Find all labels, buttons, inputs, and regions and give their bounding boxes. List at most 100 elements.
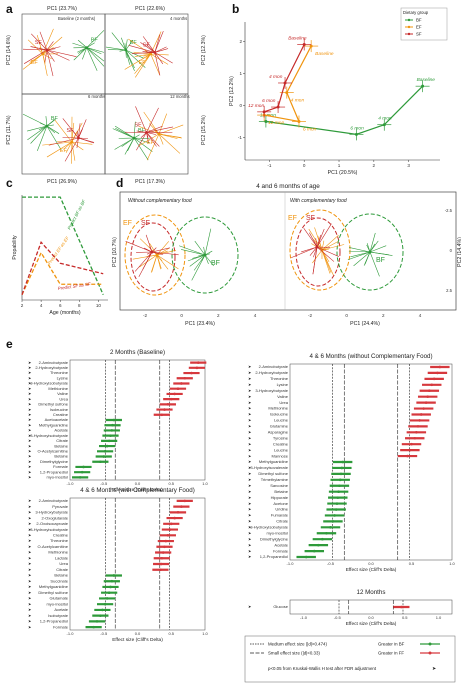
d-star-ray	[321, 249, 334, 276]
e-significance-marker: ➤	[248, 548, 252, 553]
e-significance-marker: ➤	[248, 495, 252, 500]
a-star-ray	[22, 48, 47, 51]
e-metabolite-label: 3-Hydroxyisobutyrate	[30, 433, 69, 438]
d-star-ray	[314, 227, 323, 251]
a-star-ray	[54, 119, 73, 143]
panel-e-group: 2 Months (Baseline)2-Aminobutyrate➤2-Hyd…	[28, 349, 456, 683]
d-title: 4 and 6 months of age	[256, 183, 320, 190]
a-star-ray	[134, 53, 151, 57]
b-x-tick-label: 0	[303, 163, 306, 168]
e-metabolite-label: Urea	[59, 396, 68, 401]
d-star-ray	[312, 249, 323, 264]
d-star-ray	[316, 223, 332, 248]
e-significance-marker: ➤	[28, 381, 32, 386]
a-star-ray	[30, 46, 47, 51]
a-subplot-frame	[104, 13, 189, 95]
d-x-tick-label: 2	[382, 313, 385, 318]
e-x-tick-label: 1.0	[202, 631, 208, 636]
e-metabolite-label: 2-Aminobutyrate	[39, 360, 69, 365]
e-metabolite-label: myo-Inositol	[46, 601, 68, 606]
a-top-xlabel-2: PC1 (22.6%)	[135, 6, 165, 12]
e-x-tick-label: 0.0	[135, 631, 141, 636]
d-star-ray	[309, 246, 318, 256]
b-point-label: 6 mon	[303, 126, 317, 132]
e-effect-point	[341, 460, 344, 464]
a-star-ray	[158, 133, 164, 145]
e-legend-note: p<0.05 from Kruskal-Wallis H test after …	[268, 666, 377, 671]
e-significance-marker: ➤	[28, 412, 32, 417]
e-effect-point	[169, 522, 173, 526]
b-point-label: Baseline	[315, 51, 334, 57]
d-star-ray	[191, 254, 206, 281]
e-effect-point	[160, 556, 164, 560]
e-effect-point	[430, 383, 434, 387]
a-star-ray	[158, 113, 168, 135]
a-bottom-xlabel-1: PC1 (26.9%)	[47, 179, 77, 185]
b-legend-title: Dietary group	[403, 10, 429, 15]
e-x-tick-label: 0.0	[135, 481, 141, 486]
a-star-ray	[146, 107, 159, 133]
a-star-ray	[111, 32, 126, 51]
a-star-ray	[29, 53, 43, 63]
e-effect-point	[163, 408, 166, 411]
e-significance-marker: ➤	[28, 607, 32, 612]
e-metabolite-label: Threonine	[50, 538, 69, 543]
a-star-ray	[125, 49, 131, 65]
e-xlabel: Effect size (Cliff's Delta)	[112, 637, 163, 643]
d-x-tick-label: 0	[345, 313, 348, 318]
d-star-ray	[204, 254, 214, 267]
a-star-ray	[146, 132, 157, 135]
d-star-ray	[321, 241, 339, 251]
e-effect-point	[304, 555, 308, 559]
e-metabolite-label: Valine	[277, 394, 289, 399]
d-star-ray	[369, 251, 380, 277]
d-sf-label: SF	[141, 220, 150, 227]
e-xlabel: Effect size (Cliff's Delta)	[112, 487, 163, 493]
e-metabolite-label: 2-Oxoglutarate	[42, 515, 69, 520]
a-star-ray	[86, 47, 98, 71]
e-subplot-title: 4 & 6 Months (with Complementary Food)	[80, 487, 195, 494]
a-star-ray	[105, 46, 126, 51]
d-xlabel: PC1 (23.4%)	[185, 321, 215, 327]
a-star-ray	[136, 130, 147, 133]
e-effect-point	[168, 528, 172, 531]
d-y-tick-label: 2.5	[446, 288, 452, 293]
a-star-ray	[45, 116, 48, 127]
e-xlabel: Effect size (Cliff's Delta)	[346, 567, 397, 573]
panel-b-group: -1 0 1 2 3 -1 0 1 2 PC1 (20.5%) PC2 (12.2%) Baselin…	[229, 7, 448, 176]
e-effect-point	[173, 516, 176, 520]
panel-label-c: c	[6, 176, 13, 190]
e-xlabel: Effect size (Cliff's Delta)	[346, 621, 397, 627]
e-effect-point	[333, 514, 336, 517]
c-probability-line	[21, 251, 104, 296]
d-star-ray	[134, 251, 153, 272]
panel-c-group: 2 4 6 8 10 Age (months) Propability Predict BF …	[12, 195, 108, 316]
b-point-label: Baseline	[288, 35, 307, 41]
e-metabolite-label: 3-Hydroxyisobutyrate	[30, 527, 69, 532]
e-x-tick-label: 0.5	[402, 615, 408, 620]
e-effect-point	[160, 413, 164, 417]
b-y-tick-label: 1	[239, 71, 242, 76]
a-group-label: BF	[138, 128, 146, 134]
d-star-ray	[138, 251, 153, 278]
e-effect-point	[313, 549, 316, 553]
a-star-ray	[150, 53, 160, 75]
e-significance-marker: ➤	[248, 459, 252, 464]
a-star-ray	[44, 49, 48, 63]
a-centroid	[45, 124, 49, 128]
e-effect-point	[95, 620, 99, 623]
e-metabolite-label: Dimethyl sulfone	[258, 471, 288, 476]
a-bottom-xlabel-2: PC1 (17.3%)	[135, 179, 165, 185]
e-metabolite-label: Methionine	[48, 550, 68, 555]
e-metabolite-label: Glucose	[273, 604, 288, 609]
c-x-tick-label: 6	[59, 303, 62, 308]
b-point-label: 6 mon	[350, 125, 364, 131]
e-significance-marker: ➤	[28, 417, 32, 422]
a-star-ray	[138, 133, 160, 146]
a-star-ray	[27, 125, 48, 141]
a-star-ray	[77, 47, 87, 53]
b-xlabel: PC1 (20.5%)	[328, 170, 358, 176]
d-bf-label: BF	[376, 257, 385, 264]
a-group-label: EF	[60, 148, 68, 154]
